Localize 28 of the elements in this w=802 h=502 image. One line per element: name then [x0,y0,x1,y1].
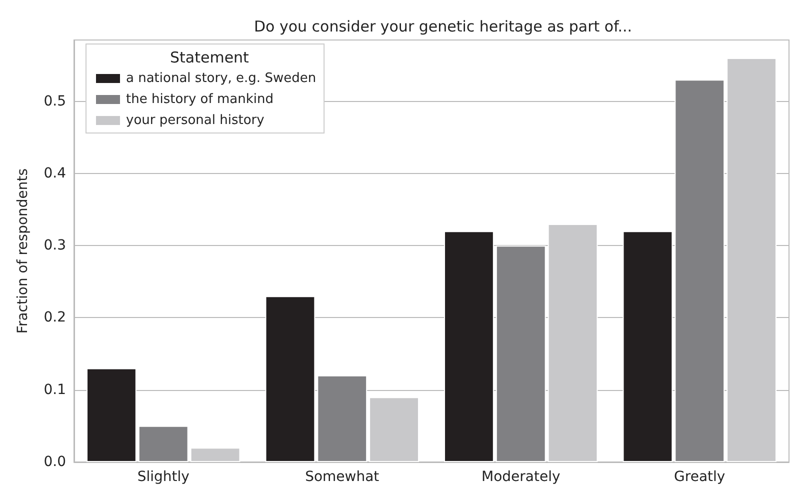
bar [138,426,188,462]
legend-label: a national story, e.g. Sweden [126,71,316,86]
x-tick-label: Greatly [674,469,726,485]
bar [548,224,598,462]
bar [369,397,419,462]
x-tick-label: Moderately [481,469,560,485]
bar [444,231,494,462]
bar [86,368,136,462]
bar [622,231,673,462]
bar [674,80,725,462]
bar [265,296,316,462]
y-tick-label: 0.3 [44,238,66,254]
legend-label: the history of mankind [126,92,274,107]
chart-title: Do you consider your genetic heritage as part of... [254,18,632,36]
legend-title: Statement [170,48,250,66]
y-tick-label: 0.0 [44,454,66,470]
bar [190,448,240,462]
y-tick-label: 0.2 [44,310,66,326]
y-tick-label: 0.4 [44,165,66,182]
x-tick-label: Somewhat [305,469,380,485]
x-tick-label: Slightly [137,469,190,485]
bar [496,246,546,462]
y-axis-title: Fraction of respondents [15,168,31,334]
legend-label: your personal history [126,113,265,128]
y-tick-label: 0.1 [44,382,66,398]
bar [726,58,776,462]
bar [317,375,368,462]
y-tick-label: 0.5 [44,93,66,110]
